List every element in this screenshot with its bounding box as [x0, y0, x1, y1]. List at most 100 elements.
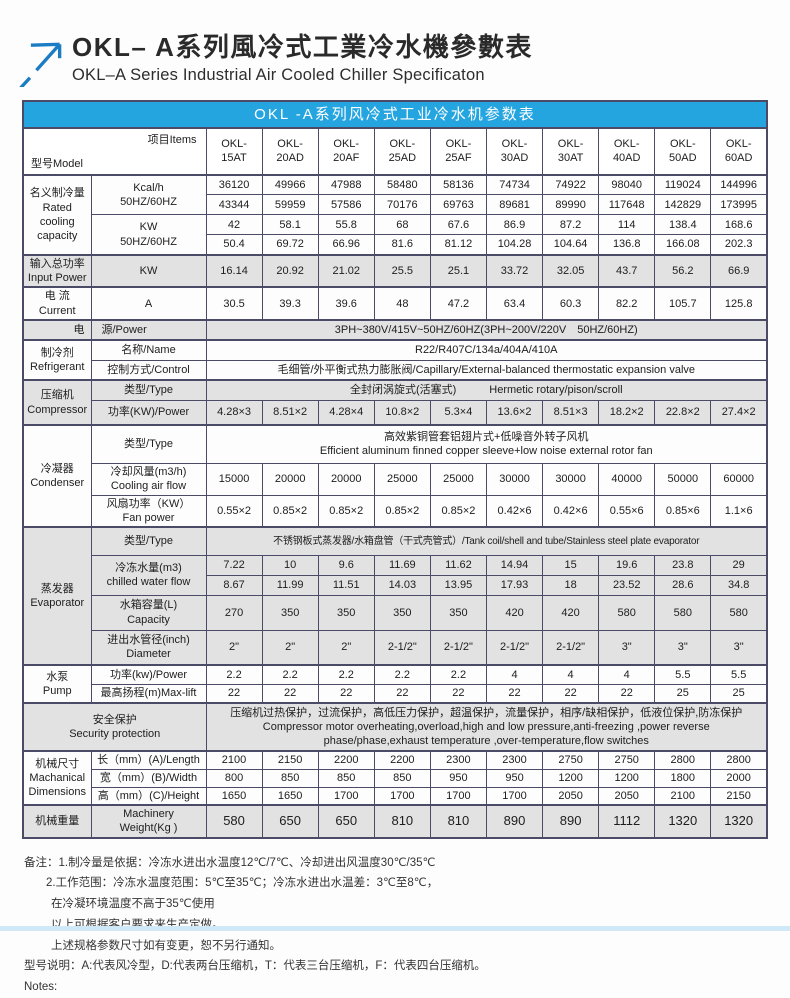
- table-cell: 104.64: [542, 234, 600, 256]
- table-cell: 电 流 Current: [22, 286, 92, 321]
- table-cell: 0.55×6: [598, 494, 656, 528]
- table-row: 机械尺寸 Machanical Dimensions 长（mm）(A)/Lengt…: [22, 750, 768, 806]
- table-row: 制冷剂 Refrigerant 名称/Name R22/R407C/134a/404…: [22, 339, 768, 381]
- model-header: OKL- 25AF: [429, 127, 487, 176]
- table-cell: 8.51×2: [261, 399, 319, 426]
- table-row: 功率(KW)/Power 4.28×3 8.51×2 4.28×4 10.8×2 5.3×…: [23, 399, 768, 426]
- table-cell: 1700: [485, 786, 544, 806]
- table-cell: 17.93: [485, 574, 544, 596]
- table-cell: A: [90, 286, 207, 321]
- table-cell: 毛细管/外平衡式热力膨胀阀/Capillary/External-balance…: [205, 359, 768, 381]
- table-cell: 0.42×6: [485, 494, 544, 528]
- table-cell: 68: [373, 214, 431, 236]
- table-cell: 202.3: [710, 234, 768, 256]
- table-cell: 宽（mm）(B)/Width: [90, 768, 207, 788]
- table-cell: 81.12: [429, 234, 487, 256]
- table-cell: 850: [373, 768, 431, 788]
- table-cell: 15000: [205, 462, 263, 496]
- note-line: Notes:: [24, 980, 58, 993]
- table-cell: 58480: [373, 173, 431, 196]
- table-cell: 33.72: [485, 253, 544, 288]
- table-cell: 420: [542, 594, 600, 631]
- model-header: OKL- 40AD: [598, 127, 656, 176]
- table-cell: 0.85×2: [429, 494, 487, 528]
- spec-table: OKL -A系列风冷式工业冷水机参数表 项目Items 型号Model OKL-…: [22, 100, 768, 839]
- table-cell: 56.2: [654, 253, 712, 288]
- table-cell: 39.6: [317, 286, 375, 321]
- table-cell: 810: [373, 804, 431, 839]
- table-cell: 2": [261, 629, 319, 666]
- page-title: OKL– A系列風冷式工業冷水機參數表: [72, 32, 533, 62]
- table-cell: 104.28: [485, 234, 544, 256]
- table-cell: 蒸发器 Evaporator: [22, 526, 92, 666]
- table-cell: 高（mm）(C)/Height: [90, 786, 207, 806]
- table-cell: 60.3: [542, 286, 600, 321]
- table-cell: 11.69: [373, 554, 431, 576]
- table-cell: 142829: [654, 194, 712, 216]
- table-cell: 2150: [261, 750, 319, 770]
- model-header-row: 项目Items 型号Model OKL- 15AT OKL- 20AD OKL- 2…: [22, 127, 768, 176]
- table-cell: 5.5: [710, 664, 768, 685]
- table-cell: 21.02: [317, 253, 375, 288]
- table-cell: 0.85×2: [317, 494, 375, 528]
- table-cell: 89990: [542, 194, 600, 216]
- table-cell: 冷凝器 Condenser: [22, 424, 92, 528]
- table-cell: 16.14: [205, 253, 263, 288]
- table-cell: 2100: [205, 750, 263, 770]
- table-cell: 350: [261, 594, 319, 631]
- arrow-up-right-icon: [16, 35, 68, 90]
- table-cell: 67.6: [429, 214, 487, 236]
- table-cell: 22: [261, 683, 319, 704]
- table-cell: 23.8: [654, 554, 712, 576]
- model-header: OKL- 20AF: [317, 127, 375, 176]
- table-cell: 4: [485, 664, 544, 685]
- table-cell: 580: [710, 594, 768, 631]
- table-caption-row: OKL -A系列风冷式工业冷水机参数表: [22, 100, 768, 129]
- note-line: 型号说明：A:代表风冷型，D:代表两台压缩机，T：代表三台压缩机，F：代表四台压…: [24, 960, 486, 973]
- corner-model-label: 型号Model: [31, 157, 83, 170]
- table-cell: 5.3×4: [429, 399, 487, 426]
- table-row: 43344 59959 57586 70176 69763 89681 89990 11764…: [23, 194, 768, 216]
- table-row: 风扇功率（KW） Fan power 0.55×2 0.85×2 0.85×2 0.85…: [23, 494, 768, 528]
- table-cell: 98040: [598, 173, 656, 196]
- table-cell: 59959: [261, 194, 319, 216]
- table-cell: 2800: [654, 750, 712, 770]
- table-cell: 136.8: [598, 234, 656, 256]
- table-cell: 电: [22, 319, 92, 341]
- table-cell: 66.96: [317, 234, 375, 256]
- model-header: OKL- 15AT: [205, 127, 263, 176]
- table-cell: 144996: [710, 173, 768, 196]
- table-cell: 4.28×4: [317, 399, 375, 426]
- table-cell: 2200: [317, 750, 375, 770]
- table-cell: 86.9: [485, 214, 544, 236]
- table-cell: 2300: [485, 750, 544, 770]
- table-cell: 30000: [542, 462, 600, 496]
- table-cell: 350: [429, 594, 487, 631]
- model-header: OKL- 30AD: [485, 127, 544, 176]
- table-row: 冷却风量(m3/h) Cooling air flow 15000 20000 200…: [23, 462, 768, 496]
- table-cell: 9.6: [317, 554, 375, 576]
- table-cell: 890: [542, 804, 600, 839]
- table-row: 输入总功率 Input Power KW 16.14 20.92 21.02 25.5 25…: [22, 253, 768, 288]
- table-cell: 压缩机过热保护，过流保护，高低压力保护，超温保护，流量保护，相序/缺相保护，低液…: [205, 702, 768, 752]
- table-cell: 功率(KW)/Power: [90, 399, 207, 426]
- table-cell: 34.8: [710, 574, 768, 596]
- table-cell: 14.03: [373, 574, 431, 596]
- table-row: 冷冻水量(m3) chilled water flow 7.22 10 9.6 11.6…: [23, 554, 768, 596]
- table-cell: 50.4: [205, 234, 263, 256]
- table-cell: 60000: [710, 462, 768, 496]
- model-header: OKL- 30AT: [542, 127, 600, 176]
- table-cell: 不锈钢板式蒸发器/水箱盘管（干式壳管式）/Tank coil/shell and…: [205, 526, 768, 556]
- table-cell: 87.2: [542, 214, 600, 236]
- table-row: 水箱容量(L) Capacity 270 350 350 350 350 420 420 580…: [23, 594, 768, 631]
- table-row: 冷凝器 Condenser 类型/Type 高效紫铜管套铝翅片式+低噪音外转子风机 …: [22, 424, 768, 528]
- table-cell: 20000: [261, 462, 319, 496]
- table-cell: 1.1×6: [710, 494, 768, 528]
- table-cell: 57586: [317, 194, 375, 216]
- table-cell: 2.2: [429, 664, 487, 685]
- table-cell: 810: [429, 804, 487, 839]
- table-cell: 22: [373, 683, 431, 704]
- table-cell: 25.5: [373, 253, 431, 288]
- table-cell: 47.2: [429, 286, 487, 321]
